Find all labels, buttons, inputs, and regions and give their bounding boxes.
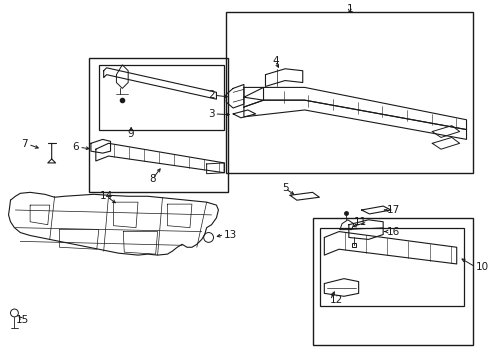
Text: 2: 2 <box>207 90 214 100</box>
Text: 16: 16 <box>386 226 400 237</box>
Text: 7: 7 <box>21 139 28 149</box>
Text: 12: 12 <box>329 295 343 305</box>
Bar <box>89 58 228 192</box>
Bar <box>320 228 463 306</box>
Bar <box>99 65 224 130</box>
Text: 6: 6 <box>72 142 79 152</box>
Text: 13: 13 <box>224 230 237 239</box>
Text: 8: 8 <box>149 174 156 184</box>
Text: 9: 9 <box>127 129 134 139</box>
Text: 4: 4 <box>271 56 278 66</box>
Text: 14: 14 <box>100 191 113 201</box>
Bar <box>312 218 472 345</box>
Bar <box>226 12 472 173</box>
Text: 17: 17 <box>386 205 400 215</box>
Text: 11: 11 <box>353 217 366 227</box>
Text: 15: 15 <box>16 315 29 325</box>
Text: 1: 1 <box>346 4 352 14</box>
Text: 5: 5 <box>281 184 288 193</box>
Text: 10: 10 <box>474 262 488 272</box>
Text: 3: 3 <box>207 109 214 119</box>
